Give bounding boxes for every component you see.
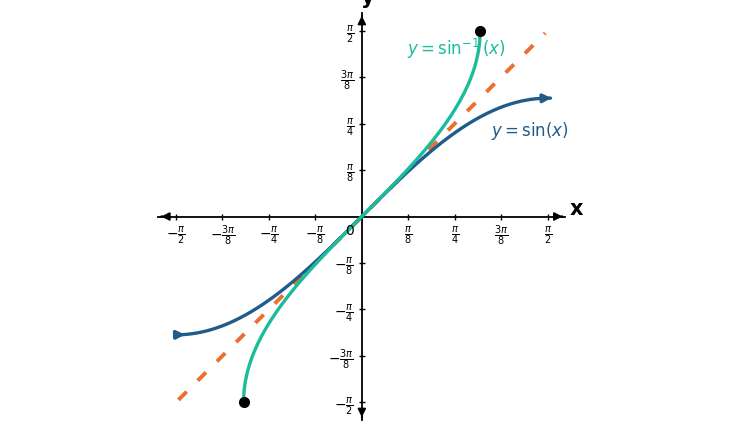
Text: $y = \sin^{-1}(x)$: $y = \sin^{-1}(x)$ xyxy=(407,36,505,61)
Text: $0$: $0$ xyxy=(345,223,355,238)
Text: y: y xyxy=(361,0,374,8)
Text: x: x xyxy=(570,200,583,220)
Text: $y = \sin(x)$: $y = \sin(x)$ xyxy=(491,120,569,142)
